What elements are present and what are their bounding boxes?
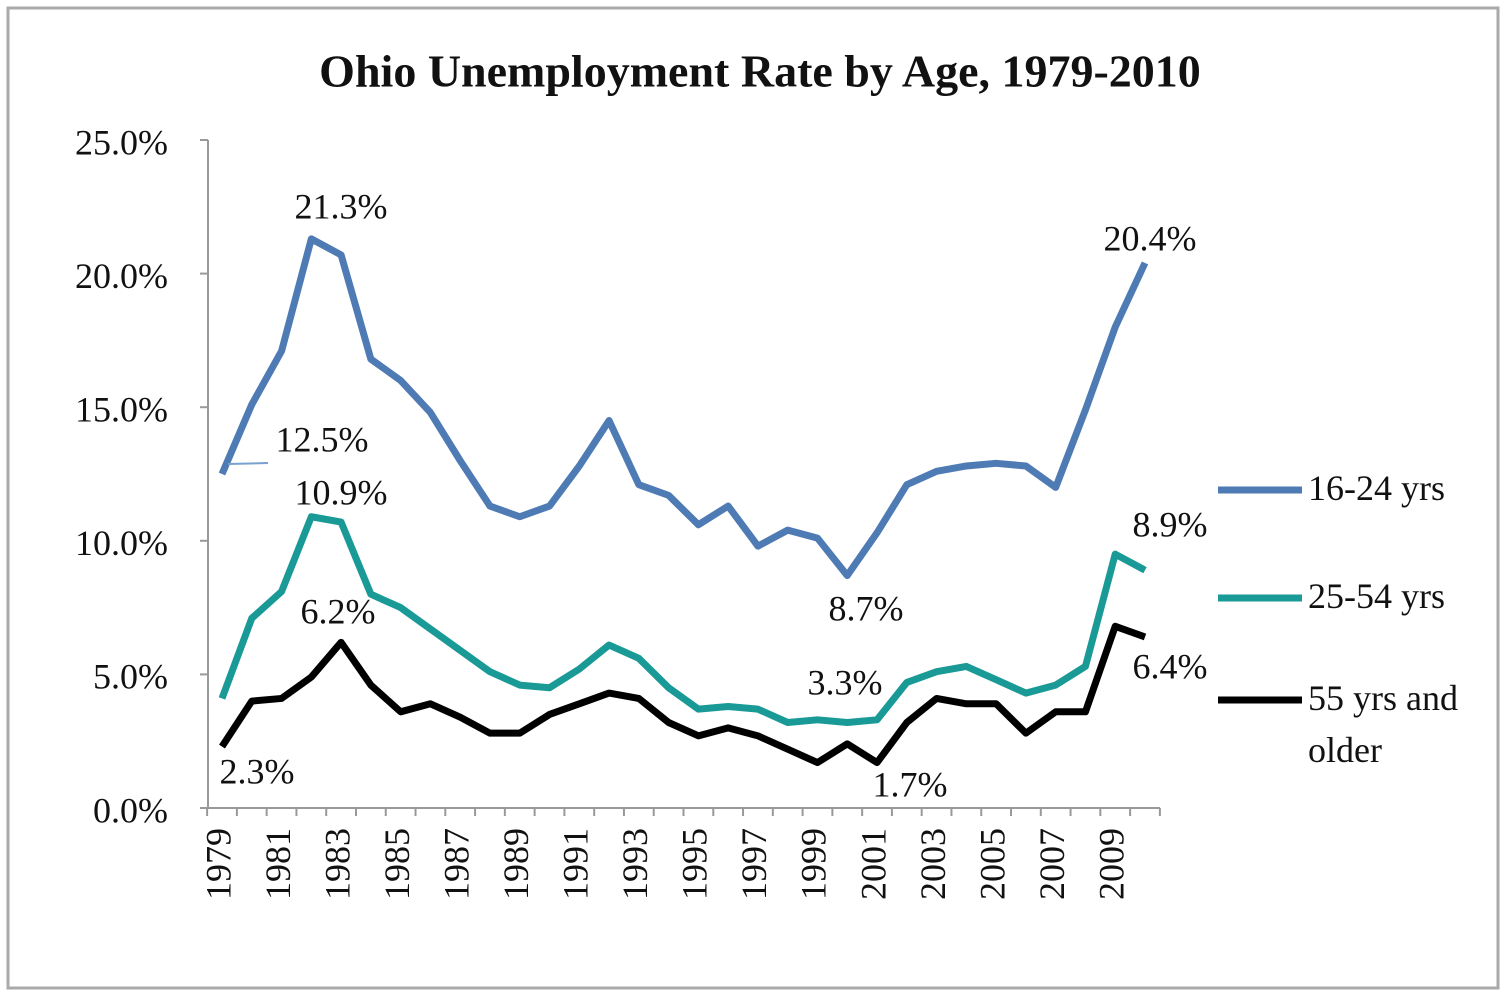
y-tick-label: 10.0% <box>75 523 168 563</box>
data-label: 10.9% <box>295 472 388 512</box>
data-label: 8.7% <box>829 588 904 628</box>
x-tick-label: 1995 <box>675 828 715 900</box>
x-tick-label: 1981 <box>258 828 298 900</box>
data-label: 1.7% <box>873 764 948 804</box>
legend-label: 25-54 yrs <box>1308 576 1445 616</box>
y-tick-label: 5.0% <box>93 657 168 697</box>
data-label: 6.2% <box>301 591 376 631</box>
data-label: 21.3% <box>295 186 388 226</box>
series-line <box>219 622 1147 767</box>
legend-entry: 25-54 yrs <box>1308 576 1445 616</box>
y-tick-label: 15.0% <box>75 389 168 429</box>
x-tick-label: 2001 <box>853 828 893 900</box>
x-tick-label: 2003 <box>913 828 953 900</box>
y-tick-label: 25.0% <box>75 122 168 162</box>
legend-label: 16-24 yrs <box>1308 468 1445 508</box>
x-tick-label: 1997 <box>734 828 774 900</box>
x-tick-label: 1985 <box>377 828 417 900</box>
chart-border <box>6 6 1500 990</box>
x-tick-label: 1993 <box>615 828 655 900</box>
x-tick-label: 1987 <box>436 828 476 900</box>
legend-entry: 55 yrs and older <box>1308 678 1458 770</box>
y-tick-label: 0.0% <box>93 790 168 830</box>
data-label: 8.9% <box>1133 504 1208 544</box>
x-tick-label: 1989 <box>496 828 536 900</box>
x-tick-label: 1991 <box>556 828 596 900</box>
data-label: 2.3% <box>220 751 295 791</box>
x-tick-label: 1999 <box>794 828 834 900</box>
y-tick-label: 20.0% <box>75 256 168 296</box>
x-tick-label: 2005 <box>972 828 1012 900</box>
data-label: 20.4% <box>1104 218 1197 258</box>
x-tick-label: 2009 <box>1091 828 1131 900</box>
data-label: 12.5% <box>276 419 369 459</box>
legend-entry: 16-24 yrs <box>1308 468 1445 508</box>
series-line <box>218 513 1147 726</box>
leader-line <box>227 462 269 465</box>
x-tick-label: 1983 <box>317 828 357 900</box>
x-tick-label: 1979 <box>198 828 238 900</box>
data-label: 3.3% <box>808 662 883 702</box>
x-tick-label: 2007 <box>1032 828 1072 900</box>
data-label: 6.4% <box>1133 646 1208 686</box>
series-line <box>218 235 1149 580</box>
chart-title: Ohio Unemployment Rate by Age, 1979-2010 <box>319 46 1201 97</box>
legend-label: 55 yrs and older <box>1308 678 1458 770</box>
